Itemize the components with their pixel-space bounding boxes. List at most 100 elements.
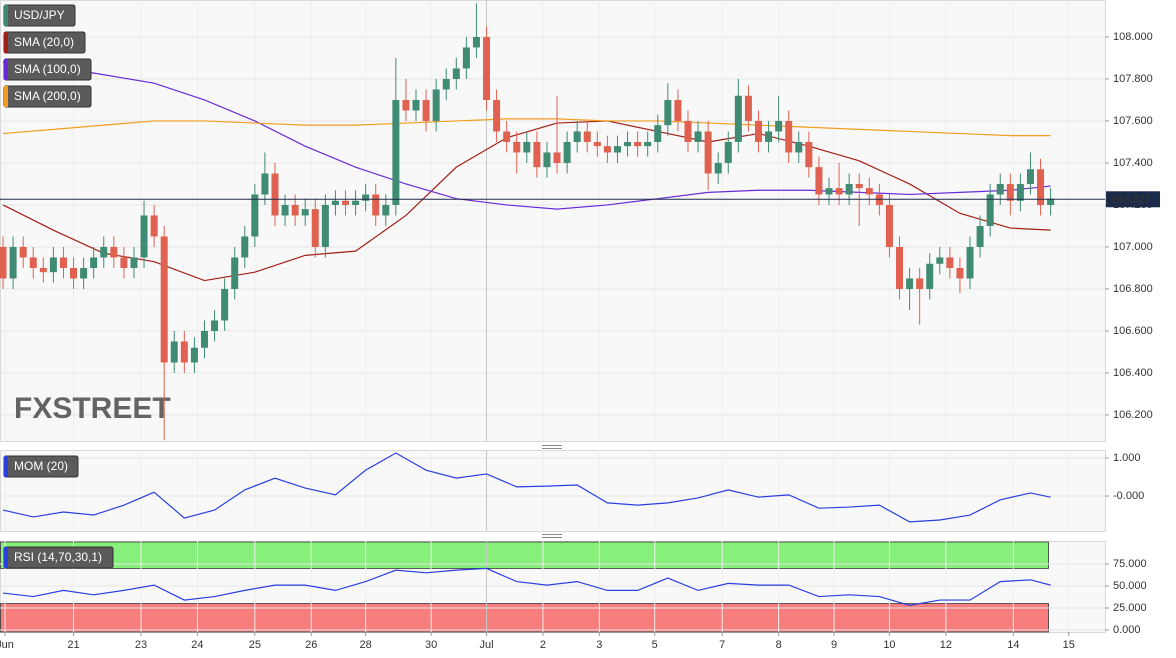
candle-body <box>956 267 964 279</box>
x-tick-label: 23 <box>135 639 147 651</box>
candle-body <box>170 341 178 363</box>
series-line <box>2 120 1051 282</box>
candle-body <box>603 146 611 153</box>
candle-body <box>412 99 420 111</box>
series-line <box>2 452 1051 523</box>
candle-body <box>432 89 440 121</box>
legend-swatch <box>4 86 8 107</box>
candle-body <box>180 341 188 363</box>
candle-body <box>754 120 762 142</box>
plot-area <box>0 0 1106 442</box>
candle-body <box>654 125 662 142</box>
x-tick-label: 30 <box>425 639 437 651</box>
candle-body <box>583 131 591 142</box>
candle-body <box>372 194 380 216</box>
candle-body <box>9 246 17 279</box>
candle-body <box>694 131 702 142</box>
candle-body <box>251 194 259 237</box>
legend-label: SMA (100,0) <box>14 62 81 76</box>
candle-body <box>644 141 652 147</box>
x-tick-label: 25 <box>249 639 261 651</box>
legend-swatch <box>4 547 8 568</box>
x-tick-label: Jul <box>479 639 493 651</box>
series-line <box>2 567 1051 606</box>
x-tick-label: 9 <box>831 639 837 651</box>
candle-body <box>321 204 329 247</box>
candle-body <box>160 236 168 363</box>
candle-body <box>1037 169 1045 205</box>
candle-body <box>241 236 249 258</box>
candle-body <box>80 267 88 279</box>
y-tick-label: 106.600 <box>1113 325 1153 337</box>
candle-body <box>744 95 752 121</box>
candle-body <box>805 141 813 168</box>
candle-body <box>845 183 853 195</box>
candle-body <box>70 267 78 279</box>
candle-body <box>110 246 118 258</box>
y-tick-label: 106.200 <box>1113 409 1153 421</box>
candle-body <box>865 188 873 195</box>
candle-body <box>472 36 480 48</box>
candle-body <box>593 141 601 147</box>
x-tick-label: Jun <box>0 639 14 651</box>
candle-body <box>563 141 571 163</box>
candle-body <box>916 278 924 289</box>
candle-body <box>342 200 350 205</box>
legend-label: USD/JPY <box>14 8 65 22</box>
candle-body <box>200 330 208 348</box>
panel-handle <box>542 445 562 538</box>
candle-body <box>674 99 682 121</box>
watermark: FXSTREET <box>14 392 171 425</box>
y-tick-label: 107.600 <box>1113 115 1153 127</box>
candle-body <box>1026 169 1034 184</box>
candle-body <box>835 188 843 195</box>
candle-body <box>462 47 470 69</box>
candle-body <box>452 68 460 79</box>
candle-body <box>271 173 279 216</box>
candle-body <box>986 194 994 226</box>
panel: 106.200 106.400 106.600 106.800 107.000 107.2… <box>0 0 1160 442</box>
legend-swatch <box>4 32 8 53</box>
candle-body <box>0 246 7 279</box>
candle-body <box>885 204 893 247</box>
candle-body <box>493 99 501 132</box>
candle-body <box>483 36 491 100</box>
x-tick-label: 3 <box>596 639 602 651</box>
y-tick-label: 25.000 <box>1113 602 1147 614</box>
x-tick-label: 24 <box>191 639 203 651</box>
candle-body <box>815 167 823 195</box>
candle-body <box>29 257 37 268</box>
candle-body <box>503 131 511 142</box>
candle-body <box>996 183 1004 195</box>
legend-swatch <box>4 59 8 80</box>
x-tick-label: 2 <box>540 639 546 651</box>
legend-swatch <box>4 456 8 477</box>
legend-label: SMA (20,0) <box>14 35 74 49</box>
candle-body <box>765 131 773 142</box>
candle-body <box>352 200 360 205</box>
panel: 0.000 25.000 50.000 75.000 RSI (14,70,30,1) J… <box>0 541 1147 651</box>
candle-body <box>684 120 692 142</box>
x-tick-label: 7 <box>719 639 725 651</box>
candle-body <box>362 194 370 201</box>
candle-body <box>130 257 138 268</box>
candle-body <box>664 99 672 126</box>
candle-body <box>795 141 803 153</box>
candle-body <box>966 246 974 279</box>
x-tick-label: 12 <box>940 639 952 651</box>
x-tick-label: 15 <box>1063 639 1075 651</box>
legend-swatch <box>4 5 8 26</box>
candle-body <box>785 120 793 153</box>
candle-body <box>221 288 229 321</box>
candle-body <box>442 78 450 90</box>
candle-body <box>100 246 108 258</box>
candle-body <box>211 320 219 331</box>
candle-body <box>49 257 57 273</box>
candle-body <box>291 204 299 216</box>
candle-body <box>724 141 732 163</box>
candle-body <box>59 257 67 268</box>
x-tick-label: 8 <box>776 639 782 651</box>
candle-body <box>513 141 521 153</box>
